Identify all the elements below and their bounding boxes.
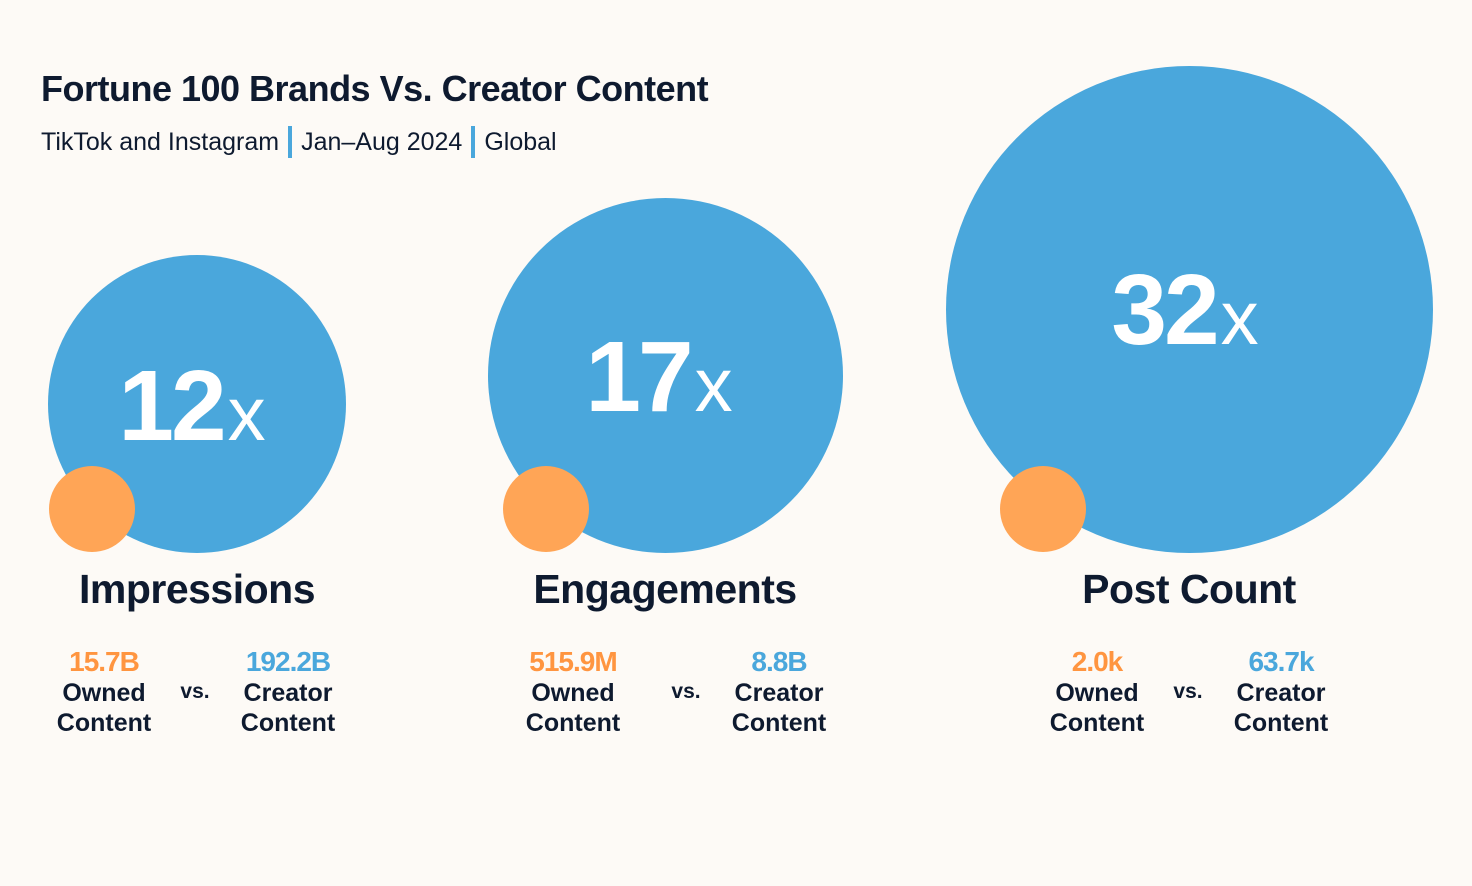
owned-value: 515.9M bbox=[529, 646, 617, 677]
creator-label: Creator bbox=[734, 679, 824, 707]
subtitle-platforms: TikTok and Instagram bbox=[41, 127, 280, 156]
creator-stat: 63.7k Creator Content bbox=[1234, 646, 1328, 738]
multiple-suffix: x bbox=[694, 343, 733, 428]
subtitle-region: Global bbox=[484, 127, 557, 156]
creator-value: 192.2B bbox=[245, 646, 331, 677]
creator-value: 8.8B bbox=[751, 646, 807, 677]
creator-label: Creator bbox=[243, 679, 333, 707]
owned-label: Owned bbox=[62, 679, 146, 707]
multiple-number: 17 bbox=[585, 321, 693, 433]
owned-bubble bbox=[49, 466, 135, 552]
owned-label: Owned bbox=[531, 679, 615, 707]
chart-subtitle: TikTok and Instagram Jan–Aug 2024 Global bbox=[41, 126, 557, 158]
vs-label: vs. bbox=[1173, 680, 1203, 703]
owned-label: Content bbox=[525, 709, 621, 737]
owned-label: Content bbox=[56, 709, 152, 737]
subtitle-date-range: Jan–Aug 2024 bbox=[301, 127, 463, 156]
owned-label: Owned bbox=[1055, 679, 1139, 707]
multiple-suffix: x bbox=[227, 372, 266, 457]
creator-label: Creator bbox=[1236, 679, 1326, 707]
creator-label: Content bbox=[731, 709, 827, 737]
multiple-label: 32x bbox=[1111, 260, 1258, 360]
owned-label: Content bbox=[1049, 709, 1145, 737]
creator-value: 63.7k bbox=[1248, 646, 1314, 677]
owned-value: 15.7B bbox=[69, 646, 140, 677]
vs-label: vs. bbox=[180, 680, 210, 703]
owned-value: 2.0k bbox=[1071, 646, 1124, 677]
metric-label: Impressions bbox=[78, 566, 316, 612]
creator-label: Content bbox=[240, 709, 336, 737]
multiple-label: 12x bbox=[118, 356, 265, 456]
multiple-suffix: x bbox=[1220, 276, 1259, 361]
vs-label: vs. bbox=[671, 680, 701, 703]
multiple-number: 32 bbox=[1111, 254, 1219, 366]
owned-stat: 15.7B Owned Content bbox=[57, 646, 151, 738]
subtitle-separator bbox=[288, 126, 293, 158]
owned-stat: 2.0k Owned Content bbox=[1050, 646, 1144, 738]
metric-label: Post Count bbox=[1082, 566, 1296, 612]
owned-bubble bbox=[503, 466, 589, 552]
owned-stat: 515.9M Owned Content bbox=[526, 646, 620, 738]
creator-label: Content bbox=[1233, 709, 1329, 737]
creator-stat: 192.2B Creator Content bbox=[241, 646, 335, 738]
multiple-label: 17x bbox=[585, 327, 732, 427]
owned-bubble bbox=[1000, 466, 1086, 552]
creator-stat: 8.8B Creator Content bbox=[732, 646, 826, 738]
multiple-number: 12 bbox=[118, 350, 226, 462]
subtitle-separator bbox=[471, 126, 476, 158]
metric-label: Engagements bbox=[533, 566, 797, 612]
chart-title: Fortune 100 Brands Vs. Creator Content bbox=[41, 68, 709, 109]
